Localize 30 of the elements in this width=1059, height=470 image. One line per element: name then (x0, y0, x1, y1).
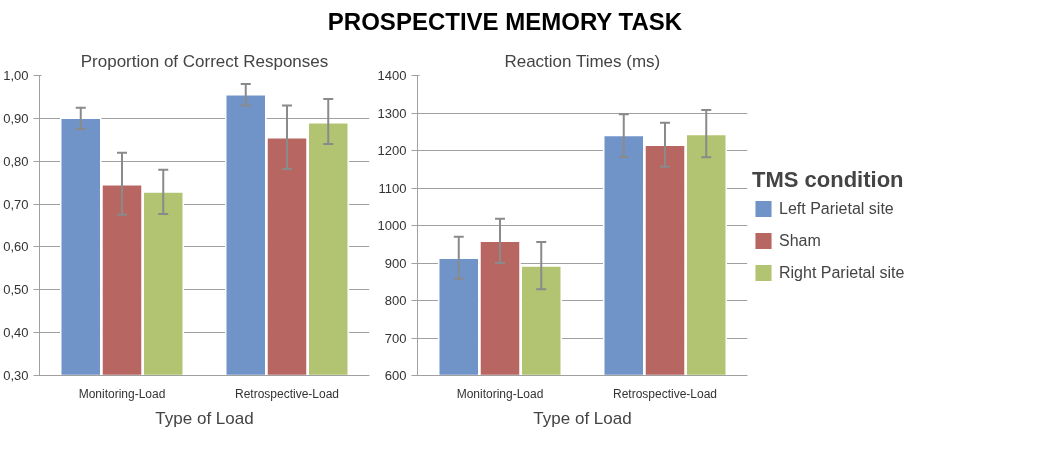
y-tick-label: 1100 (378, 180, 407, 196)
y-tick-label: 900 (384, 255, 407, 271)
y-tick-label: 600 (384, 368, 407, 384)
y-tick-label: 0,30 (3, 368, 29, 384)
legend-label: Sham (779, 231, 821, 250)
y-tick-label: 0,40 (3, 325, 29, 341)
y-tick-label: 800 (384, 293, 407, 309)
x-axis-title: Type of Load (155, 408, 254, 428)
chart-title: Proportion of Correct Responses (80, 51, 329, 71)
x-axis-title: Type of Load (533, 408, 632, 428)
x-tick-label: Monitoring-Load (456, 386, 544, 401)
y-tick-label: 1400 (377, 68, 407, 84)
y-tick-label: 0,50 (3, 282, 29, 298)
legend-label: Left Parietal site (779, 199, 894, 218)
y-tick-label: 0,60 (3, 239, 29, 255)
x-tick-label: Retrospective-Load (234, 386, 340, 401)
x-tick-label: Monitoring-Load (78, 386, 166, 401)
legend-label: Right Parietal site (779, 263, 905, 282)
y-tick-label: 700 (384, 330, 407, 346)
y-tick-label: 0,90 (3, 111, 29, 127)
y-tick-label: 0,70 (3, 196, 29, 212)
text: PROSPECTIVE MEMORY TASK (327, 7, 683, 37)
x-tick-label: Retrospective-Load (612, 386, 718, 401)
legend-title: TMS condition (752, 166, 905, 193)
y-tick-label: 1200 (377, 143, 407, 159)
y-tick-label: 1,00 (3, 68, 29, 84)
y-tick-label: 0,80 (3, 154, 29, 169)
y-tick-label: 1300 (377, 105, 407, 121)
y-tick-label: 1000 (377, 218, 407, 234)
chart-title: Reaction Times (ms) (504, 51, 661, 71)
